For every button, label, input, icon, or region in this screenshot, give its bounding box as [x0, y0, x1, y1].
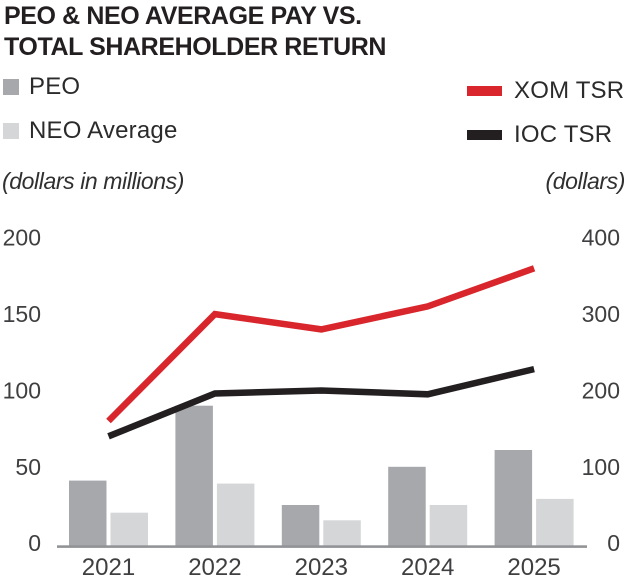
xom-line-swatch-icon: [467, 86, 502, 96]
neo-swatch-icon: [3, 123, 19, 139]
legend-item-ioc-tsr: IOC TSR: [467, 121, 612, 149]
left-axis-tick-label: 50: [15, 454, 41, 480]
chart-title: PEO & NEO AVERAGE PAY VS. TOTAL SHAREHOL…: [4, 1, 386, 63]
bar-neo-average-2021: [110, 512, 148, 547]
legend-ioc-label: IOC TSR: [514, 121, 613, 148]
x-axis-year-label: 2022: [188, 554, 241, 581]
bar-peo-2024: [388, 466, 426, 547]
ioc-tsr-line: [107, 365, 535, 440]
bar-peo-2023: [281, 505, 320, 547]
bar-neo-average-2024: [429, 505, 468, 547]
left-axis-tick-label: 150: [3, 301, 41, 327]
left-axis-tick-label: 200: [3, 225, 41, 251]
legend-xom-label: XOM TSR: [514, 77, 625, 104]
bar-neo-average-2025: [536, 498, 574, 547]
left-axis-tick-label: 100: [3, 378, 41, 404]
legend-neo-label: NEO Average: [29, 117, 178, 144]
x-axis-line: [57, 545, 587, 548]
peo-swatch-icon: [3, 79, 19, 95]
x-axis-year-label: 2024: [401, 554, 454, 581]
legend-peo-label: PEO: [29, 73, 81, 100]
right-axis-tick-label: 100: [582, 454, 620, 480]
legend-item-neo: NEO Average: [3, 117, 178, 145]
chart-title-line2: TOTAL SHAREHOLDER RETURN: [4, 33, 387, 61]
bar-peo-2025: [494, 450, 533, 547]
xom-tsr-line: [106, 265, 536, 424]
x-axis-year-label: 2025: [507, 554, 560, 581]
right-axis-tick-label: 400: [582, 225, 620, 251]
bar-neo-average-2022: [216, 483, 255, 547]
right-axis-caption: (dollars): [545, 168, 626, 194]
legend-item-xom-tsr: XOM TSR: [467, 77, 624, 105]
left-axis-tick-label: 0: [28, 530, 41, 556]
left-axis-caption: (dollars in millions): [2, 168, 185, 194]
bar-peo-2021: [69, 480, 107, 547]
x-axis-year-label: 2021: [82, 554, 135, 581]
right-axis-tick-label: 300: [582, 301, 620, 327]
chart-title-line1: PEO & NEO AVERAGE PAY VS.: [4, 2, 362, 30]
bar-neo-average-2023: [323, 520, 361, 547]
legend-item-peo: PEO: [3, 73, 80, 101]
right-axis-tick-label: 0: [607, 530, 620, 556]
ioc-line-swatch-icon: [467, 130, 502, 140]
bar-peo-2022: [175, 405, 213, 547]
x-axis-year-label: 2023: [295, 554, 348, 581]
right-axis-tick-label: 200: [582, 378, 620, 404]
